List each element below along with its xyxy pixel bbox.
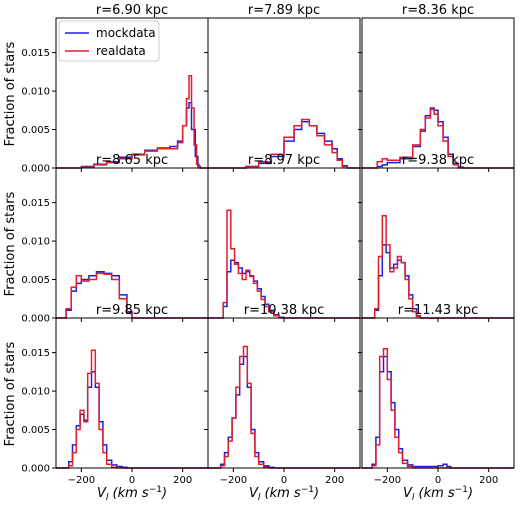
panel-frame (361, 167, 515, 319)
y-tick-label: 0.010 (21, 87, 50, 98)
x-axis-label-col-2: Vl (km s−1) (249, 485, 319, 503)
panel-title: r=8.36 kpc (402, 3, 474, 18)
panel-6: r=9.38 kpc (358, 153, 515, 322)
x-tick-label: 0 (435, 475, 441, 486)
panel-title: r=9.85 kpc (96, 303, 168, 318)
realdata-series (362, 214, 514, 319)
y-tick-label: 0.015 (21, 198, 50, 209)
x-axis-label-col-3: Vl (km s−1) (403, 485, 473, 503)
panel-title: r=8.65 kpc (96, 153, 168, 168)
realdata-series (362, 348, 514, 469)
y-tick-label: 0.000 (21, 164, 50, 175)
panel-frame (361, 17, 515, 169)
panel-8: r=10.38 kpc −200 0 200 (204, 303, 361, 486)
realdata-series (208, 209, 360, 319)
y-axis-label-row-3: Fraction of stars (3, 341, 18, 446)
mockdata-series (208, 355, 360, 469)
y-tick-label: 0.005 (21, 425, 50, 436)
panel-frame (55, 167, 209, 319)
x-tick-label: 0 (129, 475, 135, 486)
axis-labels: Fraction of stars Fraction of stars Frac… (3, 41, 473, 503)
x-tick-label: 200 (479, 475, 498, 486)
panel-frame (361, 317, 515, 469)
x-tick-label: −200 (220, 475, 247, 486)
panel-title: r=11.43 kpc (398, 303, 479, 318)
y-axis-label-row-2: Fraction of stars (3, 191, 18, 296)
panel-frame (55, 317, 209, 469)
realdata-series (56, 74, 208, 169)
legend-entry: mockdata (96, 26, 156, 40)
x-tick-label: 200 (173, 475, 192, 486)
panel-2: r=7.89 kpc (204, 3, 361, 172)
panel-title: r=9.38 kpc (402, 153, 474, 168)
y-axis-label-row-1: Fraction of stars (3, 41, 18, 146)
panel-7: r=9.85 kpc −200 0 200 0.000 0.005 0.010 0.015 (21, 303, 209, 486)
y-tick-label: 0.010 (21, 237, 50, 248)
panel-9: r=11.43 kpc −200 0 200 (358, 303, 515, 486)
realdata-series (208, 345, 360, 469)
x-tick-label: −200 (68, 475, 95, 486)
y-tick-label: 0.005 (21, 275, 50, 286)
realdata-series (56, 272, 208, 319)
panel-title: r=7.89 kpc (248, 3, 320, 18)
x-tick-label: −200 (374, 475, 401, 486)
panel-title: r=8.97 kpc (248, 153, 320, 168)
realdata-series (362, 108, 514, 169)
panel-title: r=10.38 kpc (244, 303, 325, 318)
x-tick-label: 200 (325, 475, 344, 486)
realdata-series (208, 118, 360, 169)
y-tick-label: 0.000 (21, 464, 50, 475)
realdata-series (56, 349, 208, 469)
legend-entry: realdata (96, 44, 146, 58)
y-tick-label: 0.010 (21, 387, 50, 398)
y-tick-label: 0.015 (21, 48, 50, 59)
panel-3: r=8.36 kpc (358, 3, 515, 172)
panel-title: r=6.90 kpc (96, 3, 168, 18)
mockdata-series (362, 355, 514, 469)
panel-5: r=8.97 kpc (204, 153, 361, 322)
panels: r=6.90 kpc 0.000 0.005 0.010 0.015 mockdata re… (21, 3, 515, 486)
y-tick-label: 0.015 (21, 348, 50, 359)
x-tick-label: 0 (281, 475, 287, 486)
x-axis-label-col-1: Vl (km s−1) (97, 485, 167, 503)
y-tick-label: 0.005 (21, 125, 50, 136)
mockdata-series (56, 371, 208, 469)
legend: mockdata realdata (58, 20, 160, 62)
panel-1: r=6.90 kpc 0.000 0.005 0.010 0.015 mockdata re… (21, 3, 209, 175)
panel-frame (207, 317, 361, 469)
panel-4: r=8.65 kpc 0.000 0.005 0.010 0.015 (21, 153, 209, 325)
y-tick-label: 0.000 (21, 314, 50, 325)
